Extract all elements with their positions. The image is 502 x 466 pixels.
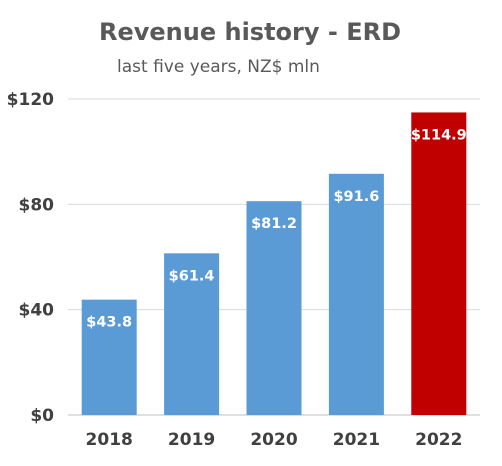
- bar-2019: [164, 253, 220, 415]
- bar-2020: [246, 201, 302, 415]
- data-label-2018: $43.8: [86, 315, 132, 331]
- x-axis-ticks: 2018 2019 2020 2021 2022: [86, 430, 463, 450]
- data-label-2022: $114.9: [411, 127, 467, 143]
- bar-2022: [411, 112, 467, 416]
- x-tick-label: 2020: [250, 430, 297, 450]
- x-tick-label: 2021: [333, 430, 380, 450]
- bars: [81, 112, 467, 416]
- chart-subtitle: last five years, NZ$ mln: [117, 57, 320, 77]
- data-label-2020: $81.2: [251, 216, 297, 232]
- data-label-2021: $91.6: [333, 189, 379, 205]
- x-tick-label: 2022: [415, 430, 462, 450]
- y-axis-ticks: $0 $40 $80 $120: [7, 90, 54, 426]
- bar-2018: [81, 299, 137, 415]
- data-label-2019: $61.4: [169, 268, 215, 284]
- bar-2021: [328, 173, 384, 415]
- y-tick-label: $0: [30, 406, 54, 426]
- x-tick-label: 2018: [86, 430, 133, 450]
- y-tick-label: $80: [19, 195, 55, 215]
- data-labels: $43.8 $61.4 $81.2 $91.6 $114.9: [86, 127, 467, 330]
- y-tick-label: $40: [19, 301, 55, 321]
- x-tick-label: 2019: [168, 430, 215, 450]
- y-tick-label: $120: [7, 90, 54, 110]
- chart-title: Revenue history - ERD: [99, 18, 401, 46]
